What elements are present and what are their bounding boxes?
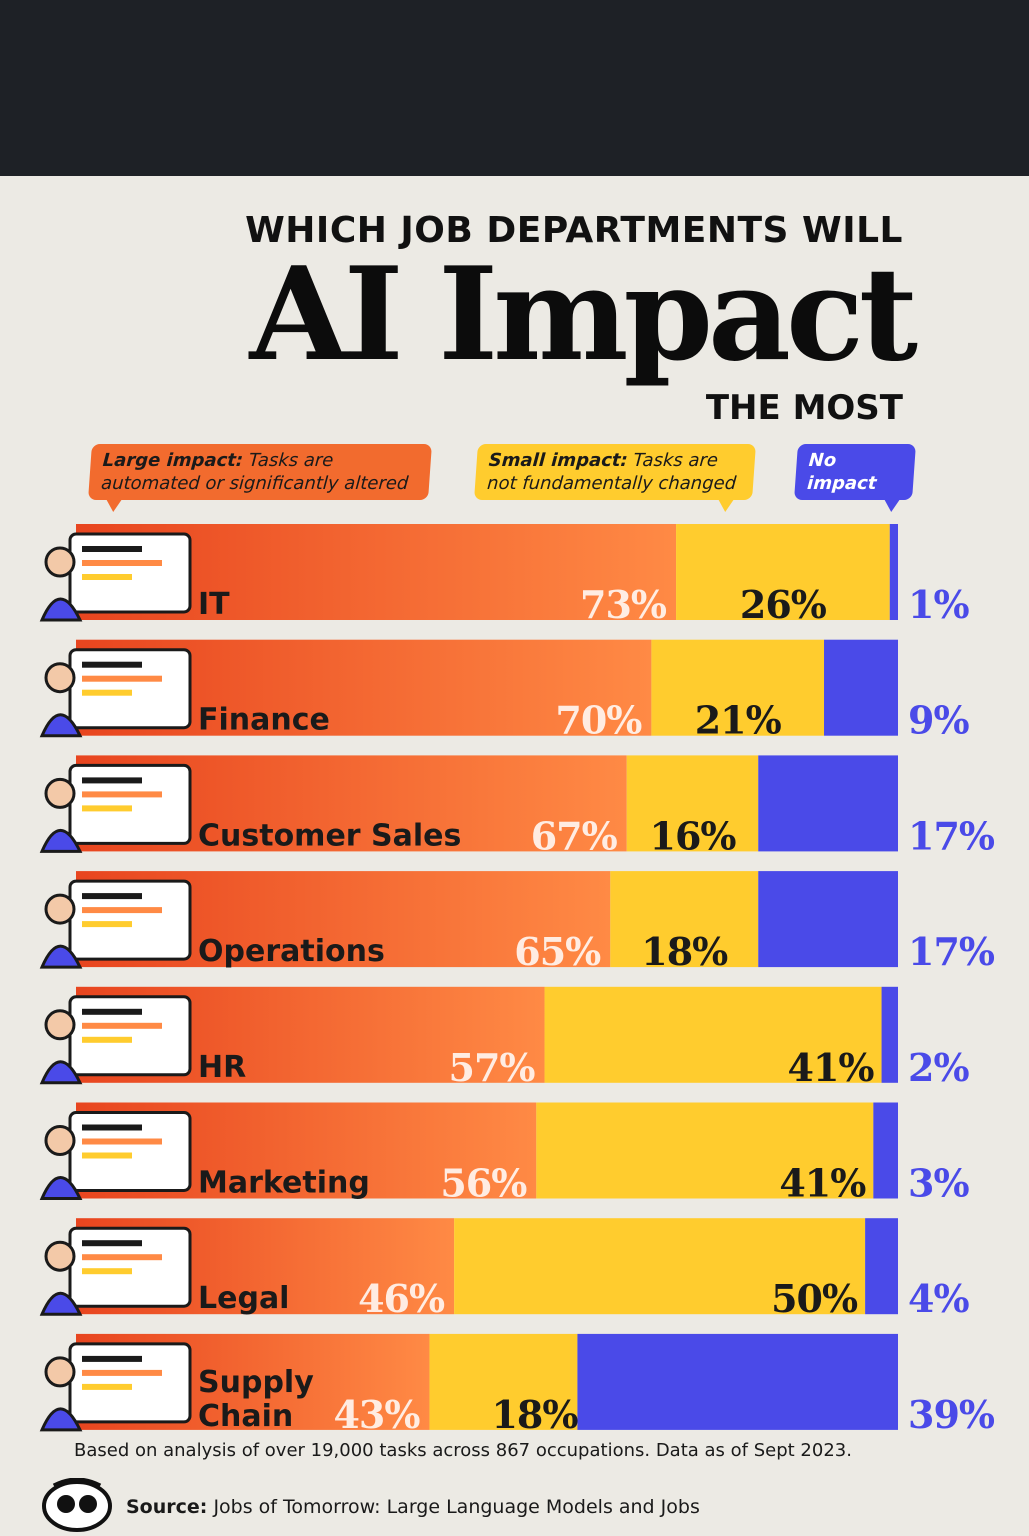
value-label-none-marketing: 3% [908,1161,969,1206]
publisher-logo-icon [42,1478,112,1532]
source-label: Source: [126,1496,208,1518]
bar-none-supply-chain [577,1333,898,1430]
category-label-it: IT [198,587,230,622]
customer-sales-icon [39,763,192,853]
bar-small-supply-chain [429,1333,578,1430]
category-label-legal: Legal [198,1281,289,1316]
top-dark-bar [0,0,1029,176]
bar-none-finance [824,639,898,736]
value-label-none-finance: 9% [908,698,969,743]
value-label-none-customer-sales: 17% [908,813,995,858]
category-label-operations: Operations [198,934,385,969]
bar-small-legal [454,1218,866,1315]
category-label-supply-chain-0: Supply [198,1365,314,1400]
bar-none-hr [881,986,898,1083]
operations-icon [39,879,192,969]
value-label-small-marketing: 41% [779,1161,866,1206]
bar-small-operations [610,871,759,968]
value-label-large-it: 73% [580,582,667,627]
value-label-large-legal: 46% [358,1276,445,1321]
value-label-large-customer-sales: 67% [531,813,618,858]
source-text: Jobs of Tomorrow: Large Language Models … [213,1496,700,1518]
value-label-large-finance: 70% [555,698,642,743]
value-label-small-legal: 50% [771,1276,858,1321]
source-line: Source: Jobs of Tomorrow: Large Language… [126,1496,700,1518]
category-label-supply-chain-1: Chain [198,1399,293,1434]
bar-small-finance [651,639,825,736]
bar-small-customer-sales [626,755,759,852]
value-label-large-marketing: 56% [440,1161,527,1206]
infographic-poster: WHICH JOB DEPARTMENTS WILL AI Impact THE… [0,176,1029,1536]
value-label-none-it: 1% [908,582,969,627]
category-label-finance: Finance [198,703,330,738]
value-label-none-legal: 4% [908,1276,969,1321]
stacked-bar-chart: IT 73% 26% 1% Finance 70% 21% 9% Customer Sales 6… [39,524,996,1436]
bar-small-marketing [536,1102,874,1199]
bar-none-it [889,524,898,620]
hr-icon [39,995,192,1085]
bar-none-customer-sales [758,755,898,852]
value-label-small-finance: 21% [695,698,782,743]
finance-icon [39,648,192,738]
it-worker-icon [39,532,192,622]
value-label-small-operations: 18% [641,929,728,974]
value-label-large-supply-chain: 43% [333,1392,420,1436]
value-label-large-operations: 65% [514,929,601,974]
value-label-small-supply-chain: 18% [491,1392,578,1436]
category-label-hr: HR [198,1050,246,1085]
supply-chain-icon [39,1342,192,1432]
bar-none-legal [865,1218,898,1315]
bar-small-hr [544,986,882,1083]
value-label-none-supply-chain: 39% [908,1392,995,1436]
legal-icon [39,1226,192,1316]
title-main: AI Impact [249,240,918,390]
value-label-none-hr: 2% [908,1045,969,1090]
value-label-none-operations: 17% [908,929,995,974]
category-label-customer-sales: Customer Sales [198,818,461,853]
marketing-icon [39,1111,192,1200]
title-top: WHICH JOB DEPARTMENTS WILL [245,210,903,251]
value-label-small-customer-sales: 16% [650,813,737,858]
bar-none-operations [758,871,898,968]
title-bottom: THE MOST [705,388,903,428]
value-label-small-hr: 41% [788,1045,875,1090]
value-label-small-it: 26% [740,582,827,627]
category-label-marketing: Marketing [198,1166,370,1201]
bar-none-marketing [873,1102,898,1199]
bar-small-it [676,524,890,620]
footnote: Based on analysis of over 19,000 tasks a… [74,1440,852,1461]
value-label-large-hr: 57% [449,1045,536,1090]
